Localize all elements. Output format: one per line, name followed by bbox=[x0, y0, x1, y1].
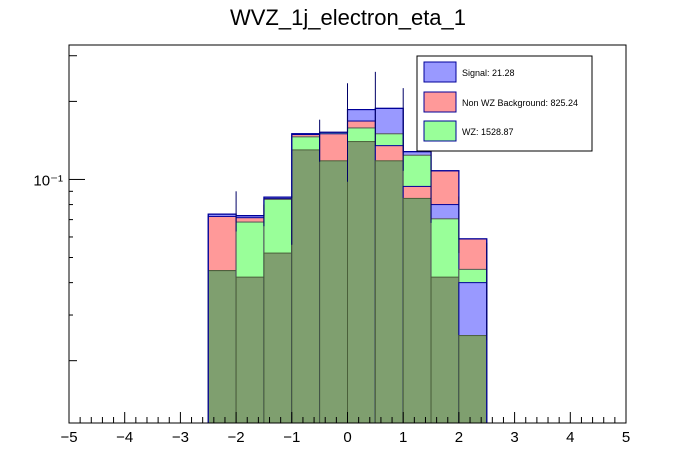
legend-label-wz: WZ: 1528.87 bbox=[462, 127, 514, 137]
x-tick-label: −1 bbox=[283, 429, 300, 446]
axes: −5 −4 −3 −2 −1 0 1 2 3 4 5 10⁻¹ bbox=[33, 55, 630, 446]
legend-swatch-nonwz bbox=[423, 91, 457, 113]
legend: Signal: 21.28 Non WZ Background: 825.24 WZ… bbox=[416, 55, 593, 152]
bar-overlap bbox=[374, 160, 404, 424]
legend-swatch-wz bbox=[423, 120, 457, 142]
x-tick-label: −3 bbox=[172, 429, 189, 446]
y-tick-label: 10⁻¹ bbox=[33, 172, 63, 189]
chart-title: WVZ_1j_electron_eta_1 bbox=[230, 5, 466, 30]
error-bars bbox=[235, 71, 488, 341]
x-tick-label: −4 bbox=[116, 429, 133, 446]
bar-overlap bbox=[402, 197, 432, 424]
x-tick-label: 5 bbox=[622, 429, 630, 446]
x-tick-label: −2 bbox=[228, 429, 245, 446]
bar-overlap bbox=[319, 160, 348, 424]
x-tick-label: 2 bbox=[455, 429, 463, 446]
x-tick-label: 3 bbox=[510, 429, 518, 446]
bar-overlap bbox=[458, 335, 488, 424]
legend-label-signal: Signal: 21.28 bbox=[462, 68, 515, 78]
x-tick-label: 0 bbox=[343, 429, 351, 446]
bar-overlap bbox=[207, 270, 237, 424]
legend-label-nonwz: Non WZ Background: 825.24 bbox=[462, 98, 578, 108]
bar-overlap bbox=[263, 252, 293, 424]
histogram-bars bbox=[207, 107, 488, 424]
x-tick-label: 4 bbox=[566, 429, 574, 446]
legend-swatch-signal bbox=[423, 61, 457, 83]
bar-overlap bbox=[235, 276, 265, 424]
bar-overlap bbox=[430, 276, 460, 424]
bar-overlap bbox=[291, 149, 321, 424]
x-tick-label: 1 bbox=[399, 429, 407, 446]
bar-overlap bbox=[347, 141, 376, 424]
x-tick-label: −5 bbox=[60, 429, 77, 446]
